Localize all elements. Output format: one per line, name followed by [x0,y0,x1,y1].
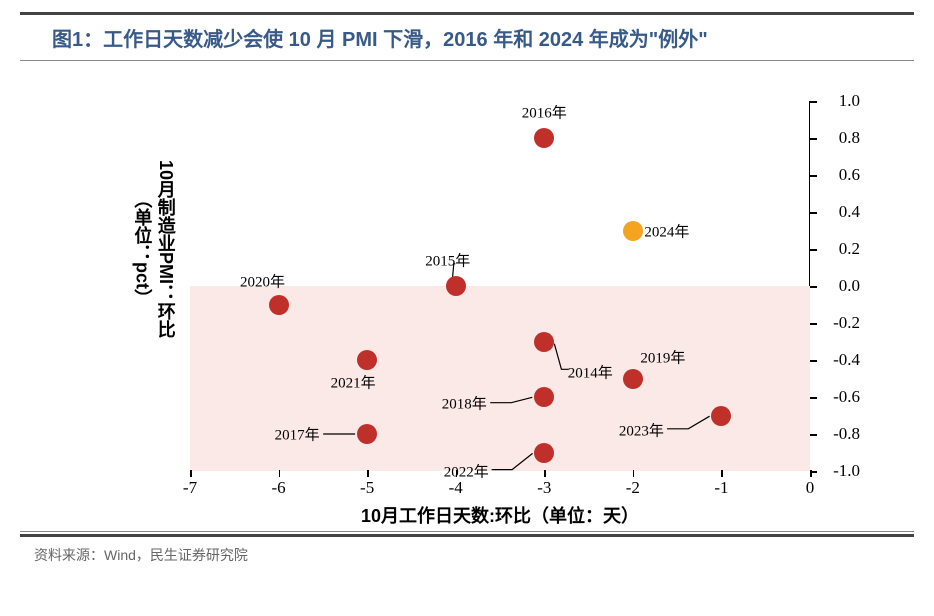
y-tick-label: 0.6 [839,165,860,185]
data-point-label: 2017年 [275,424,320,445]
x-tick-label: 0 [806,478,815,498]
x-tick [190,470,192,477]
y-tick [810,323,817,325]
y-tick [810,249,817,251]
y-tick [810,397,817,399]
x-tick [721,470,723,477]
x-tick-label: -5 [360,478,374,498]
x-tick [279,470,281,477]
x-tick-label: -7 [183,478,197,498]
data-point-label: 2016年 [522,102,567,123]
y-tick-label: -0.4 [833,350,860,370]
data-point [623,369,643,389]
data-point [711,406,731,426]
chart-title-bar: 图1：工作日天数减少会使 10 月 PMI 下滑，2016 年和 2024 年成… [20,12,914,61]
data-point-label: 2024年 [644,220,689,241]
x-tick-label: -2 [626,478,640,498]
x-tick-label: -4 [449,478,463,498]
data-point [357,424,377,444]
data-point-label: 2022年 [444,460,489,481]
chart-title: 图1：工作日天数减少会使 10 月 PMI 下滑，2016 年和 2024 年成… [52,23,914,52]
data-point-label: 2015年 [425,250,470,271]
y-tick-label: -0.8 [833,424,860,444]
x-tick [633,470,635,477]
y-tick [810,138,817,140]
data-point [269,295,289,315]
data-point-label: 2014年 [568,361,613,382]
y-tick-label: -0.2 [833,313,860,333]
y-tick [810,360,817,362]
data-point-label: 2020年 [240,270,285,291]
y-tick [810,212,817,214]
bottom-rule [20,531,914,537]
x-tick-label: -6 [271,478,285,498]
source-text: 资料来源：Wind，民生证券研究院 [34,545,934,565]
scatter-plot: -7-6-5-4-3-2-10-1.0-0.8-0.6-0.4-0.20.00.… [190,101,810,471]
data-point-label: 2023年 [619,419,664,440]
x-tick-label: -3 [537,478,551,498]
data-point [534,387,554,407]
data-point [623,221,643,241]
x-tick-label: -1 [714,478,728,498]
y-axis-title: 10月制造业PMI：环比（单位：pct） [130,160,177,338]
x-tick [367,470,369,477]
y-tick-label: -0.6 [833,387,860,407]
data-point [534,443,554,463]
data-point [446,276,466,296]
x-tick [544,470,546,477]
chart-area: -7 -6 -5 -4 -3 -2 -1 0 -1.0 -0.8 -0.6 -0.4 -0.2 0.0 0.… [30,81,904,531]
data-point-label: 2018年 [442,393,487,414]
y-tick [810,286,817,288]
y-tick-label: 0.8 [839,128,860,148]
y-tick [810,101,817,103]
y-tick [810,434,817,436]
data-point-label: 2019年 [640,346,685,367]
data-point [357,350,377,370]
data-point [534,332,554,352]
x-axis-title: 10月工作日天数:环比（单位：天） [361,502,639,528]
y-tick-label: 0.4 [839,202,860,222]
y-tick [810,471,817,473]
y-tick-label: 0.2 [839,239,860,259]
y-tick-label: -1.0 [833,461,860,481]
y-tick-label: 0.0 [839,276,860,296]
data-point [534,128,554,148]
y-tick-label: 1.0 [839,91,860,111]
data-point-label: 2021年 [331,372,376,393]
y-tick [810,175,817,177]
